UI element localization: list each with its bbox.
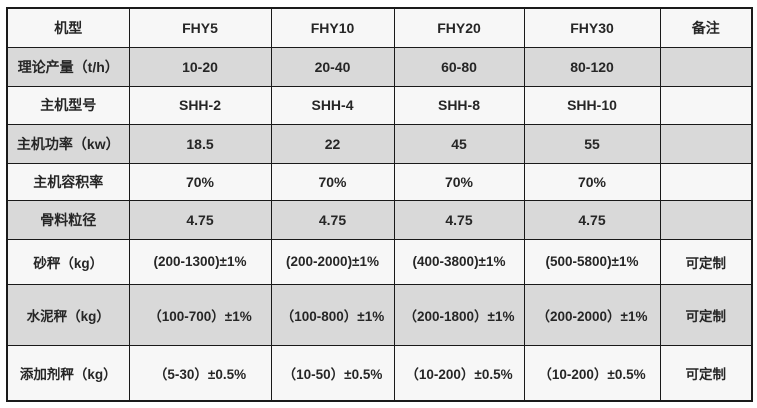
- table-row: 骨料粒径 4.75 4.75 4.75 4.75: [6, 199, 753, 240]
- value-cell: （10-50）±0.5%: [270, 344, 395, 402]
- value-cell: SHH-8: [393, 85, 525, 125]
- note-cell: [659, 85, 753, 125]
- value-cell: （200-1800）±1%: [393, 283, 525, 346]
- row-label: 主机功率（kw）: [6, 123, 130, 164]
- row-label: 砂秤（kg）: [6, 238, 130, 285]
- note-cell: [659, 123, 753, 164]
- value-cell: SHH-4: [270, 85, 395, 125]
- value-cell: 4.75: [270, 199, 395, 240]
- header-cell-fhy10: FHY10: [270, 7, 395, 48]
- value-cell: 20-40: [270, 46, 395, 87]
- value-cell: 70%: [128, 162, 272, 201]
- value-cell: SHH-10: [523, 85, 661, 125]
- table-row: 砂秤（kg） (200-1300)±1% (200-2000)±1% (400-…: [6, 238, 753, 285]
- value-cell: 55: [523, 123, 661, 164]
- value-cell: 80-120: [523, 46, 661, 87]
- value-cell: 4.75: [523, 199, 661, 240]
- value-cell: 60-80: [393, 46, 525, 87]
- value-cell: 45: [393, 123, 525, 164]
- value-cell: 4.75: [128, 199, 272, 240]
- table-row: 主机型号 SHH-2 SHH-4 SHH-8 SHH-10: [6, 85, 753, 125]
- note-cell: 可定制: [659, 238, 753, 285]
- header-row: 机型 FHY5 FHY10 FHY20 FHY30 备注: [6, 7, 753, 48]
- row-label: 理论产量（t/h）: [6, 46, 130, 87]
- value-cell: 70%: [393, 162, 525, 201]
- note-cell: [659, 162, 753, 201]
- header-cell-fhy5: FHY5: [128, 7, 272, 48]
- row-label: 骨料粒径: [6, 199, 130, 240]
- value-cell: 4.75: [393, 199, 525, 240]
- value-cell: SHH-2: [128, 85, 272, 125]
- note-cell: [659, 199, 753, 240]
- value-cell: （10-200）±0.5%: [393, 344, 525, 402]
- value-cell: (500-5800)±1%: [523, 238, 661, 285]
- value-cell: (200-2000)±1%: [270, 238, 395, 285]
- table-row: 主机容积率 70% 70% 70% 70%: [6, 162, 753, 201]
- value-cell: 18.5: [128, 123, 272, 164]
- table-row: 主机功率（kw） 18.5 22 45 55: [6, 123, 753, 164]
- value-cell: 22: [270, 123, 395, 164]
- table-row: 水泥秤（kg） （100-700）±1% （100-800）±1% （200-1…: [6, 283, 753, 346]
- header-cell-remark: 备注: [659, 7, 753, 48]
- value-cell: 70%: [523, 162, 661, 201]
- value-cell: （100-700）±1%: [128, 283, 272, 346]
- header-cell-fhy30: FHY30: [523, 7, 661, 48]
- row-label: 添加剂秤（kg）: [6, 344, 130, 402]
- table-row: 添加剂秤（kg） （5-30）±0.5% （10-50）±0.5% （10-20…: [6, 344, 753, 402]
- table-row: 理论产量（t/h） 10-20 20-40 60-80 80-120: [6, 46, 753, 87]
- value-cell: (200-1300)±1%: [128, 238, 272, 285]
- value-cell: (400-3800)±1%: [393, 238, 525, 285]
- header-cell-model: 机型: [6, 7, 130, 48]
- value-cell: 70%: [270, 162, 395, 201]
- value-cell: （200-2000）±1%: [523, 283, 661, 346]
- spec-table: 机型 FHY5 FHY10 FHY20 FHY30 备注 理论产量（t/h） 1…: [6, 7, 753, 402]
- value-cell: （100-800）±1%: [270, 283, 395, 346]
- row-label: 水泥秤（kg）: [6, 283, 130, 346]
- value-cell: 10-20: [128, 46, 272, 87]
- note-cell: [659, 46, 753, 87]
- row-label: 主机容积率: [6, 162, 130, 201]
- value-cell: （5-30）±0.5%: [128, 344, 272, 402]
- row-label: 主机型号: [6, 85, 130, 125]
- value-cell: （10-200）±0.5%: [523, 344, 661, 402]
- note-cell: 可定制: [659, 344, 753, 402]
- header-cell-fhy20: FHY20: [393, 7, 525, 48]
- note-cell: 可定制: [659, 283, 753, 346]
